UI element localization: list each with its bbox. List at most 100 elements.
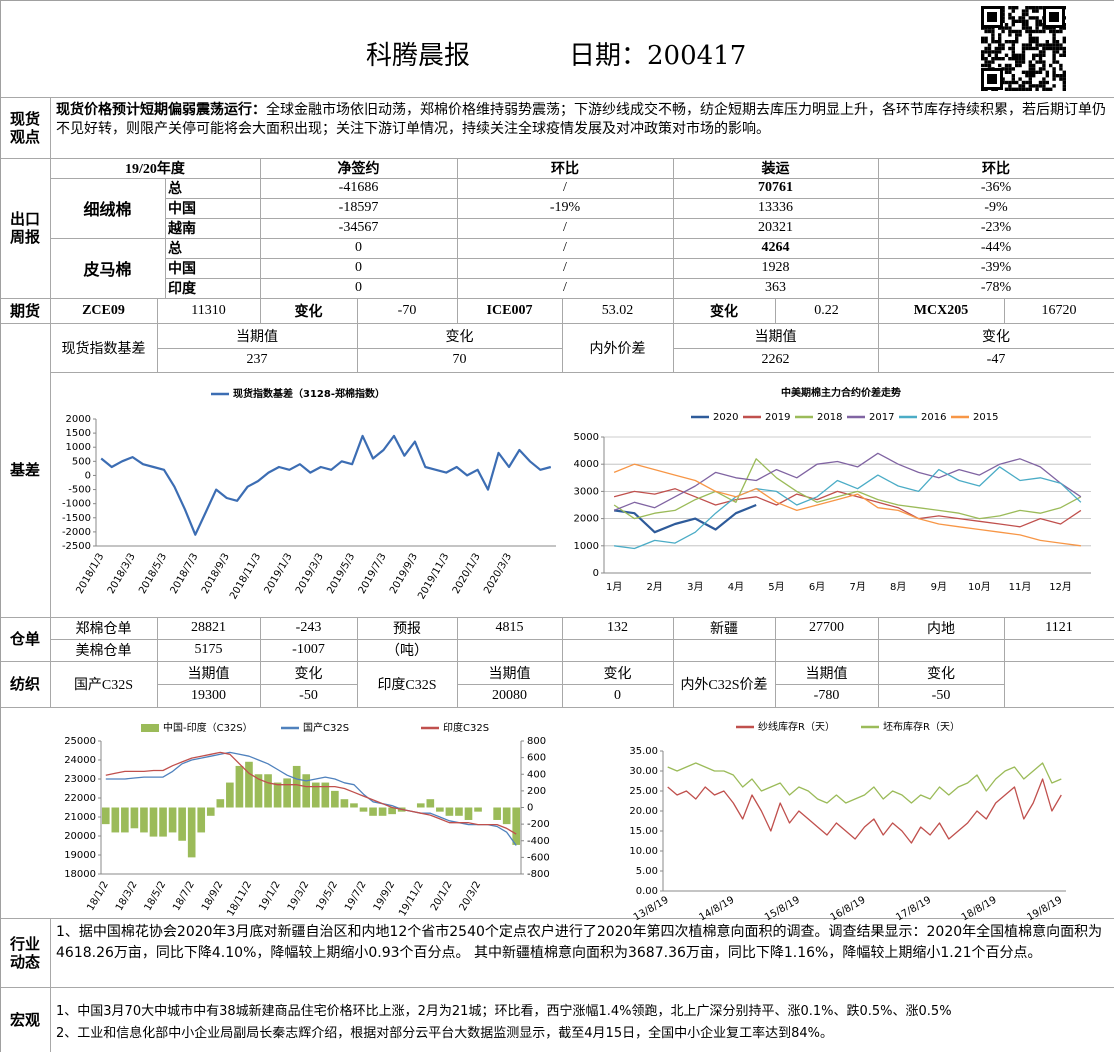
table-cell: -19%: [457, 198, 674, 219]
warrant-cell: [673, 639, 776, 662]
header-box: [1, 1, 1114, 98]
futures-cell: 变化: [260, 298, 358, 324]
basis-header: 当期值: [157, 323, 358, 349]
table-cell: 印度: [165, 278, 261, 299]
basis-name: 现货指数基差: [50, 323, 158, 373]
table-cell: -23%: [878, 218, 1114, 239]
warrant-cell: 内地: [878, 617, 1005, 640]
warrant-cell: -243: [260, 617, 358, 640]
warrant-cell: 5175: [157, 639, 261, 662]
table-cell: /: [457, 218, 674, 239]
textile-header: 变化: [260, 661, 358, 685]
textile-value: 19300: [157, 684, 261, 708]
warrant-cell: 新疆: [673, 617, 776, 640]
table-header: 环比: [878, 158, 1114, 179]
textile-header: 变化: [562, 661, 674, 685]
textile-value: 20080: [457, 684, 563, 708]
table-cell: /: [457, 238, 674, 259]
textile-value: -50: [878, 684, 1005, 708]
warrant-cell: [562, 639, 674, 662]
warrant-cell: -1007: [260, 639, 358, 662]
view-text: 现货价格预计短期偏弱震荡运行：全球金融市场依旧动荡，郑棉价格维持弱势震荡；下游纱…: [56, 101, 1108, 139]
industry-text: 1、据中国棉花协会2020年3月底对新疆自治区和内地12个省市2540个定点农户…: [56, 924, 1103, 961]
table-cell: 1928: [673, 258, 879, 279]
section-label: 仓单: [1, 617, 51, 662]
futures-cell: 11310: [157, 298, 261, 324]
section-label: 出口周报: [1, 158, 51, 299]
chart-box: [50, 372, 1114, 618]
report-title: 科腾晨报: [366, 41, 471, 71]
table-cell: 20321: [673, 218, 879, 239]
section-box: [50, 97, 1114, 159]
table-cell: -44%: [878, 238, 1114, 259]
view-lead: 现货价格预计短期偏弱震荡运行：: [56, 102, 266, 118]
section-label: 行业动态: [1, 918, 51, 988]
warrant-cell: 27700: [775, 617, 879, 640]
macro-item: 2、工业和信息化部中小企业局副局长秦志辉介绍，根据对部分云平台大数据监测显示，截…: [56, 1026, 833, 1041]
basis-header: 当期值: [673, 323, 879, 349]
basis-name: 内外价差: [562, 323, 674, 373]
report-date: 日期：200417: [569, 41, 747, 71]
warrant-cell: 4815: [457, 617, 563, 640]
table-cell: 中国: [165, 258, 261, 279]
textile-header: 当期值: [457, 661, 563, 685]
textile-value: -50: [260, 684, 358, 708]
warrant-cell: （吨）: [357, 639, 458, 662]
section-label: 宏观: [1, 987, 51, 1052]
section-label: 现货观点: [1, 97, 51, 159]
warrant-cell: [775, 639, 879, 662]
table-cell: -34567: [260, 218, 458, 239]
futures-cell: 变化: [673, 298, 776, 324]
textile-name: 印度C32S: [357, 661, 458, 708]
table-cell: 总: [165, 178, 261, 199]
futures-cell: -70: [357, 298, 458, 324]
textile-header: 当期值: [775, 661, 879, 685]
table-cell: -39%: [878, 258, 1114, 279]
table-header: 装运: [673, 158, 879, 179]
section-label: 基差: [1, 323, 51, 618]
macro-item: 1、中国3月70大中城市中有38城新建商品住宅价格环比上涨，2月为21城；环比看…: [56, 1004, 952, 1019]
futures-cell: MCX205: [878, 298, 1005, 324]
warrant-cell: 郑棉仓单: [50, 617, 158, 640]
table-cell: -36%: [878, 178, 1114, 199]
view-body: 全球金融市场依旧动荡，郑棉价格维持弱势震荡；下游纱线成交不畅，纺企短期去库压力明…: [56, 102, 1106, 137]
textile-value: -780: [775, 684, 879, 708]
futures-cell: 16720: [1004, 298, 1114, 324]
table-cell: 363: [673, 278, 879, 299]
basis-value: -47: [878, 348, 1114, 373]
table-cell: 4264: [673, 238, 879, 259]
textile-name: 内外C32S价差: [673, 661, 776, 708]
basis-header: 变化: [878, 323, 1114, 349]
warrant-cell: 132: [562, 617, 674, 640]
basis-header: 变化: [357, 323, 563, 349]
basis-value: 237: [157, 348, 358, 373]
futures-cell: 0.22: [775, 298, 879, 324]
table-cell: -78%: [878, 278, 1114, 299]
textile-header: 当期值: [157, 661, 261, 685]
basis-value: 70: [357, 348, 563, 373]
group-name: 皮马棉: [50, 238, 166, 299]
empty-cell: [1004, 661, 1114, 708]
section-label: 纺织: [1, 661, 51, 708]
futures-cell: ICE007: [457, 298, 563, 324]
table-cell: 0: [260, 238, 458, 259]
textile-name: 国产C32S: [50, 661, 158, 708]
textile-value: 0: [562, 684, 674, 708]
table-cell: -41686: [260, 178, 458, 199]
warrant-cell: [878, 639, 1005, 662]
basis-value: 2262: [673, 348, 879, 373]
group-name: 细绒棉: [50, 178, 166, 239]
table-cell: 0: [260, 258, 458, 279]
warrant-cell: 1121: [1004, 617, 1114, 640]
table-cell: /: [457, 178, 674, 199]
warrant-cell: [457, 639, 563, 662]
section-box: [50, 987, 1114, 1052]
table-cell: /: [457, 278, 674, 299]
table-cell: /: [457, 258, 674, 279]
table-cell: 0: [260, 278, 458, 299]
table-cell: 70761: [673, 178, 879, 199]
futures-cell: 53.02: [562, 298, 674, 324]
warrant-cell: 美棉仓单: [50, 639, 158, 662]
table-header: 净签约: [260, 158, 458, 179]
